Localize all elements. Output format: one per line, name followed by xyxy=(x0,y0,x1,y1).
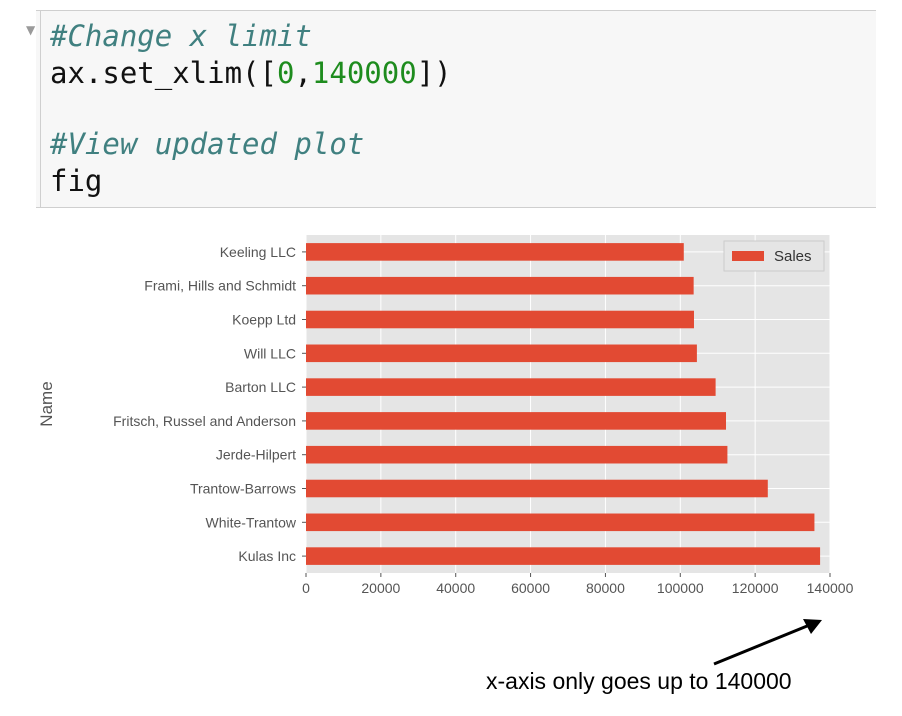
bar xyxy=(306,547,821,565)
bar xyxy=(306,513,815,532)
legend-label: Sales xyxy=(774,248,812,265)
code-comment: #Change x limit xyxy=(50,19,312,53)
y-tick-label: Barton LLC xyxy=(225,379,296,395)
y-tick-label: Will LLC xyxy=(244,345,296,361)
x-tick-label: 80000 xyxy=(586,580,625,596)
y-tick-label: Kulas Inc xyxy=(238,548,296,564)
collapse-triangle-icon[interactable]: ▼ xyxy=(26,23,36,37)
x-tick-label: 60000 xyxy=(511,580,550,596)
code-line-4: fig xyxy=(50,163,102,199)
code-line-2: ax.set_xlim([0,140000]) xyxy=(50,55,452,91)
y-tick-label: Jerde-Hilpert xyxy=(216,447,296,463)
bar xyxy=(306,310,694,329)
bar xyxy=(306,445,728,464)
y-tick-label: Trantow-Barrows xyxy=(190,481,296,497)
code-cell[interactable] xyxy=(36,10,876,208)
code-comment: #View updated plot xyxy=(50,127,365,161)
code-text: ]) xyxy=(416,56,452,90)
bar xyxy=(306,243,684,261)
code-line-3: #View updated plot xyxy=(50,126,364,162)
code-text: fig xyxy=(50,164,103,198)
y-tick-label: Koepp Ltd xyxy=(232,312,296,328)
x-tick-label: 0 xyxy=(302,580,310,596)
legend-swatch xyxy=(732,251,764,261)
bar xyxy=(306,412,727,430)
y-axis-label: Name xyxy=(37,381,56,426)
bar xyxy=(306,276,694,295)
y-tick-label: Keeling LLC xyxy=(220,244,296,260)
code-text: , xyxy=(294,56,312,90)
x-tick-label: 40000 xyxy=(436,580,475,596)
code-line-1: #Change x limit xyxy=(50,18,312,54)
y-tick-label: White-Trantow xyxy=(205,514,296,530)
output-chart: Keeling LLC Frami, Hills and Schmidt Koepp… xyxy=(37,235,854,596)
code-number: 140000 xyxy=(311,56,417,90)
y-tick-label: Fritsch, Russel and Anderson xyxy=(113,413,296,429)
x-tick-label: 100000 xyxy=(657,580,704,596)
bar xyxy=(306,344,697,363)
x-tick-label: 120000 xyxy=(732,580,779,596)
bar xyxy=(306,479,768,498)
annotation-text: x-axis only goes up to 140000 xyxy=(486,668,792,694)
x-tick-label: 140000 xyxy=(807,580,854,596)
x-tick-label: 20000 xyxy=(361,580,400,596)
code-text: ax.set_xlim([ xyxy=(50,56,277,90)
arrow-icon xyxy=(713,619,822,666)
y-tick-label: Frami, Hills and Schmidt xyxy=(144,278,296,294)
code-number: 0 xyxy=(276,56,295,90)
cell-gutter xyxy=(40,10,41,208)
bar xyxy=(306,378,716,396)
